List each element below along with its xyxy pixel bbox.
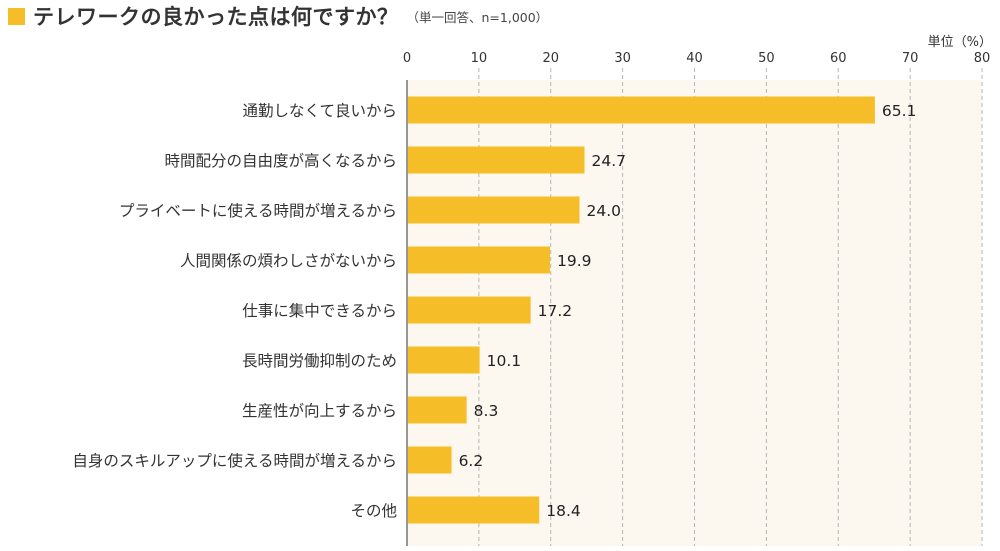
data-label: 24.7 <box>592 152 627 170</box>
category-label: 生産性が向上するから <box>242 402 397 420</box>
bar <box>408 346 480 374</box>
chart-subtitle: （単一回答、n=1,000） <box>406 9 549 25</box>
bar <box>408 146 585 174</box>
data-label: 10.1 <box>487 352 522 370</box>
bar <box>408 196 580 224</box>
category-label: 通勤しなくて良いから <box>242 102 397 120</box>
x-tick-label: 70 <box>902 51 919 66</box>
bar <box>408 396 467 424</box>
bar <box>408 96 875 124</box>
x-tick-label: 60 <box>830 51 847 66</box>
chart-title-bar: テレワークの良かった点は何ですか？ （単一回答、n=1,000） <box>8 2 548 30</box>
x-tick-label: 0 <box>403 51 411 66</box>
chart-title: テレワークの良かった点は何ですか？ <box>33 5 399 29</box>
x-tick-label: 80 <box>974 51 991 66</box>
x-tick-label: 30 <box>614 51 631 66</box>
unit-label: 単位（%） <box>927 35 992 50</box>
bar <box>408 246 551 274</box>
bar <box>408 446 452 474</box>
data-label: 8.3 <box>474 402 499 420</box>
data-label: 19.9 <box>557 252 592 270</box>
bar <box>408 496 540 524</box>
x-tick-label: 40 <box>686 51 703 66</box>
title-marker-square <box>8 7 25 25</box>
category-label: プライベートに使える時間が増えるから <box>119 202 397 220</box>
x-tick-label: 10 <box>471 51 488 66</box>
category-label: 自身のスキルアップに使える時間が増えるから <box>72 452 397 470</box>
bar <box>408 296 531 324</box>
x-tick-label: 50 <box>758 51 775 66</box>
category-label: 時間配分の自由度が高くなるから <box>164 152 397 170</box>
data-label: 18.4 <box>546 502 581 520</box>
category-label: 仕事に集中できるから <box>242 302 397 320</box>
category-label: 人間関係の煩わしさがないから <box>180 252 397 270</box>
category-label: その他 <box>350 502 397 520</box>
data-label: 6.2 <box>459 452 484 470</box>
data-label: 24.0 <box>587 202 622 220</box>
category-label: 長時間労働抑制のため <box>242 352 397 370</box>
x-tick-label: 20 <box>542 51 559 66</box>
data-label: 17.2 <box>538 302 573 320</box>
data-label: 65.1 <box>882 102 917 120</box>
